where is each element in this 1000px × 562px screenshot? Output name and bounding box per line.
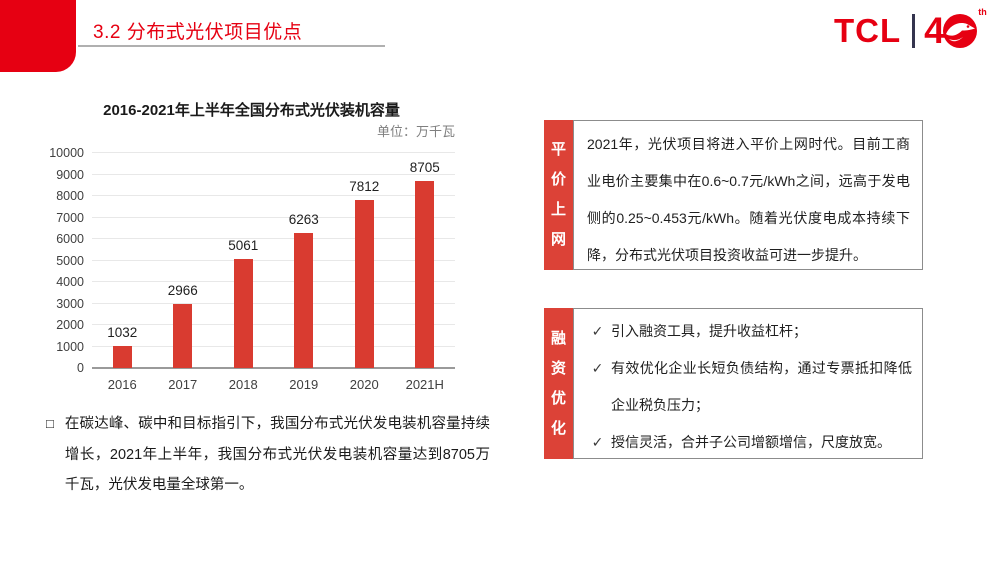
x-axis-tick-label: 2021H (405, 377, 444, 392)
eagle-circle-icon (942, 14, 977, 48)
chart-unit-label: 单位：万千瓦 (376, 124, 455, 139)
page-title: 3.2 分布式光伏项目优点 (93, 22, 303, 43)
infobox-grid-parity-body: 2021年，光伏项目将进入平价上网时代。目前工商业电价主要集中在0.6~0.7元… (573, 120, 923, 270)
infobox-financing-label: 融资优化 (544, 308, 573, 459)
financing-item-text: 引入融资工具，提升收益杠杆； (611, 323, 807, 339)
bar-value-label: 2966 (167, 283, 198, 299)
title-underline (78, 45, 385, 47)
infobox-grid-parity-text: 2021年，光伏项目将进入平价上网时代。目前工商业电价主要集中在0.6~0.7元… (587, 136, 910, 263)
y-axis-tick-label: 1000 (56, 339, 84, 354)
gridline (92, 281, 455, 282)
y-axis-tick-label: 5000 (56, 253, 84, 268)
financing-item: ✓ 授信灵活，合并子公司增额增信，尺度放宽。 (584, 424, 912, 461)
gridline (92, 216, 455, 218)
gridline (92, 324, 455, 325)
bar-2017 (173, 304, 193, 368)
x-axis-tick-label: 2020 (349, 377, 379, 392)
check-icon: ✓ (591, 434, 604, 450)
financing-item: ✓ 引入融资工具，提升收益杠杆； (584, 313, 912, 350)
check-icon: ✓ (591, 360, 604, 376)
logo-40th: 4 th (924, 7, 987, 52)
check-icon: ✓ (591, 323, 604, 339)
gridline (92, 195, 455, 196)
infobox-grid-parity-label: 平价上网 (544, 120, 573, 270)
gridline (92, 259, 455, 261)
bar-value-label: 1032 (107, 324, 138, 340)
chart-plot: 0 1000 2000 3000 4000 5000 6000 7000 8000 9000 100… (49, 146, 455, 392)
logo-divider (912, 14, 916, 48)
summary-note-text: 在碳达峰、碳中和目标指引下，我国分布式光伏发电装机容量持续增长，2021年上半年… (64, 416, 490, 493)
chart-title: 2016-2021年上半年全国分布式光伏装机容量 (103, 102, 400, 119)
x-axis-tick-label: 2016 (107, 377, 137, 392)
bar-2018 (233, 259, 253, 368)
bar-value-label: 7812 (349, 179, 380, 195)
gridline (92, 345, 455, 347)
logo-th-suffix: th (978, 7, 987, 17)
logo-number-4: 4 (924, 10, 945, 51)
square-bullet-icon: □ (46, 416, 54, 431)
bar-2021H (415, 180, 435, 368)
x-axis-line (92, 367, 455, 369)
x-axis-tick-label: 2017 (168, 377, 198, 392)
bar-chart: 2016-2021年上半年全国分布式光伏装机容量 单位：万千瓦 0 1000 200… (48, 100, 455, 392)
y-axis-tick-label: 9000 (56, 167, 84, 182)
y-axis-tick-label: 10000 (49, 146, 84, 160)
infobox-financing-body: ✓ 引入融资工具，提升收益杠杆； ✓ 有效优化企业长短负债结构，通过专票抵扣降低… (573, 308, 923, 459)
bar-2019 (294, 233, 314, 368)
y-axis-tick-label: 6000 (56, 232, 84, 246)
bar-2016 (112, 345, 132, 368)
gridline (92, 173, 455, 175)
infobox-grid-parity: 平价上网 2021年，光伏项目将进入平价上网时代。目前工商业电价主要集中在0.6… (544, 120, 923, 270)
gridline (92, 302, 455, 304)
x-axis-tick-label: 2018 (228, 377, 258, 392)
y-axis-tick-label: 0 (77, 361, 84, 375)
y-axis-tick-label: 7000 (56, 210, 84, 225)
y-axis-tick-label: 2000 (56, 318, 84, 332)
bar-value-label: 8705 (409, 159, 440, 175)
financing-item: ✓ 有效优化企业长短负债结构，通过专票抵扣降低企业税负压力； (584, 350, 912, 424)
gridline (92, 238, 455, 239)
financing-item-text: 有效优化企业长短负债结构，通过专票抵扣降低企业税负压力； (611, 360, 912, 413)
tcl-brand-text: TCL (834, 12, 902, 49)
tcl-logo: TCL 4 th (834, 7, 987, 52)
y-axis-tick-label: 4000 (56, 275, 84, 289)
financing-item-text: 授信灵活，合并子公司增额增信，尺度放宽。 (611, 434, 891, 450)
bar-value-label: 6263 (288, 212, 319, 228)
bar-value-label: 5061 (228, 238, 259, 254)
y-axis-tick-label: 3000 (56, 296, 84, 311)
corner-accent-square (0, 0, 76, 72)
y-axis-tick-label: 8000 (56, 189, 84, 203)
bar-2020 (354, 200, 374, 368)
gridline (92, 152, 455, 153)
summary-note: □ 在碳达峰、碳中和目标指引下，我国分布式光伏发电装机容量持续增长，2021年上… (46, 409, 490, 501)
x-axis-tick-label: 2019 (289, 377, 319, 392)
infobox-financing: 融资优化 ✓ 引入融资工具，提升收益杠杆； ✓ 有效优化企业长短负债结构，通过专… (544, 308, 923, 459)
